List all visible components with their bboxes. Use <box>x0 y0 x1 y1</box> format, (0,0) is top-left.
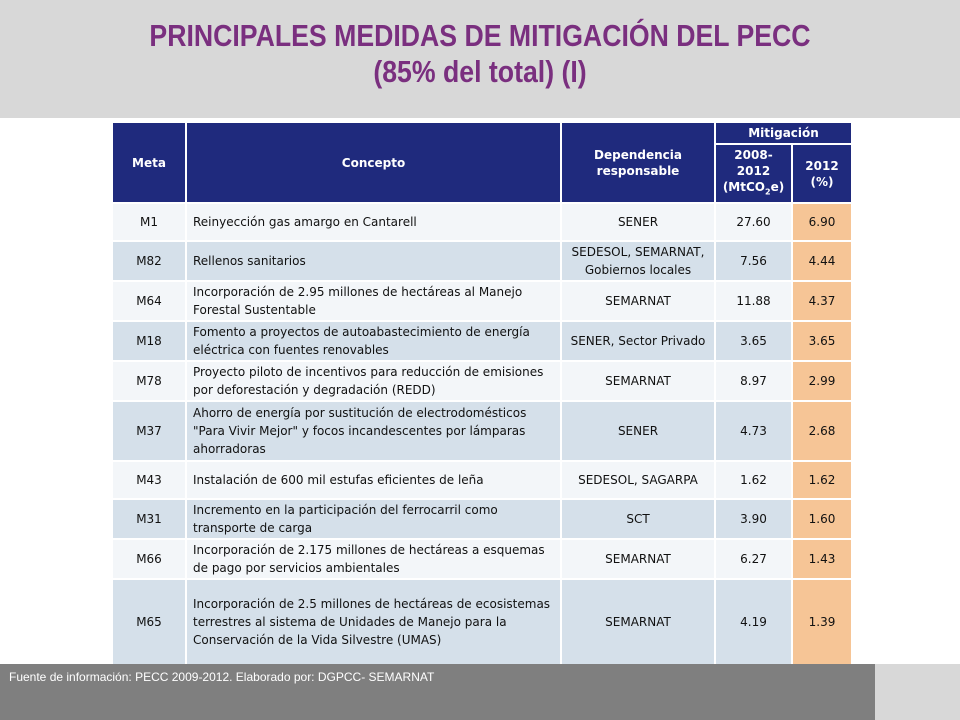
cell-meta: M18 <box>111 320 187 363</box>
table-row: M43 Instalación de 600 mil estufas efici… <box>111 460 854 501</box>
footer-bar: Fuente de información: PECC 2009-2012. E… <box>0 664 875 720</box>
header-2012-line1: 2012 <box>805 158 839 173</box>
header-mitigacion: Mitigación <box>713 121 854 145</box>
cell-mitigacion-2008-2012: 7.56 <box>714 240 793 283</box>
cell-mitigacion-2008-2012: 4.19 <box>714 578 793 667</box>
cell-mitigacion-2008-2012: 27.60 <box>714 202 793 243</box>
header-meta: Meta <box>111 120 187 205</box>
cell-mitigacion-2012-pct: 3.65 <box>790 320 854 363</box>
cell-dependencia: SEMARNAT <box>560 280 716 323</box>
cell-concepto: Incorporación de 2.175 millones de hectá… <box>185 538 562 581</box>
page-title-line2: (85% del total) (I) <box>373 54 587 89</box>
cell-concepto: Incremento en la participación del ferro… <box>185 498 562 541</box>
cell-meta: M37 <box>111 400 187 463</box>
title-band <box>0 0 960 118</box>
footer-source-text: Fuente de información: PECC 2009-2012. E… <box>9 670 435 684</box>
cell-mitigacion-2012-pct: 1.43 <box>790 538 854 581</box>
cell-mitigacion-2008-2012: 8.97 <box>714 360 793 403</box>
page-title: PRINCIPALES MEDIDAS DE MITIGACIÓN DEL PE… <box>67 18 893 90</box>
table-row: M66 Incorporación de 2.175 millones de h… <box>111 538 854 581</box>
table-row: M1 Reinyección gas amargo en Cantarell S… <box>111 202 854 243</box>
cell-dependencia: SENER, Sector Privado <box>560 320 716 363</box>
header-2012-line2: (%) <box>810 174 834 189</box>
cell-meta: M65 <box>111 578 187 667</box>
cell-concepto: Incorporación de 2.95 millones de hectár… <box>185 280 562 323</box>
cell-mitigacion-2012-pct: 4.37 <box>790 280 854 323</box>
cell-dependencia: SEDESOL, SEMARNAT, Gobiernos locales <box>560 240 716 283</box>
cell-mitigacion-2008-2012: 6.27 <box>714 538 793 581</box>
cell-meta: M43 <box>111 460 187 501</box>
cell-meta: M82 <box>111 240 187 283</box>
cell-mitigacion-2012-pct: 6.90 <box>790 202 854 243</box>
header-2008-unit-post: e) <box>770 180 785 194</box>
table-row: M18 Fomento a proyectos de autoabastecim… <box>111 320 854 363</box>
table-row: M82 Rellenos sanitarios SEDESOL, SEMARNA… <box>111 240 854 283</box>
cell-concepto: Incorporación de 2.5 millones de hectáre… <box>185 578 562 667</box>
cell-meta: M31 <box>111 498 187 541</box>
cell-mitigacion-2012-pct: 1.62 <box>790 460 854 501</box>
mitigation-table: Meta Concepto Dependencia responsable Mi… <box>111 120 854 667</box>
cell-mitigacion-2012-pct: 2.99 <box>790 360 854 403</box>
page-title-line1: PRINCIPALES MEDIDAS DE MITIGACIÓN DEL PE… <box>149 18 811 53</box>
header-2008-2012: 2008-2012 (MtCO2e) <box>714 142 793 205</box>
cell-dependencia: SEMARNAT <box>560 578 716 667</box>
mitigation-table-container: Meta Concepto Dependencia responsable Mi… <box>111 120 854 667</box>
cell-dependencia: SCT <box>560 498 716 541</box>
header-2008-line1: 2008-2012 <box>734 148 773 178</box>
table-row: M64 Incorporación de 2.95 millones de he… <box>111 280 854 323</box>
cell-concepto: Rellenos sanitarios <box>185 240 562 283</box>
cell-meta: M64 <box>111 280 187 323</box>
cell-mitigacion-2008-2012: 3.90 <box>714 498 793 541</box>
cell-meta: M66 <box>111 538 187 581</box>
cell-concepto: Instalación de 600 mil estufas eficiente… <box>185 460 562 501</box>
cell-concepto: Fomento a proyectos de autoabastecimient… <box>185 320 562 363</box>
table-row: M78 Proyecto piloto de incentivos para r… <box>111 360 854 403</box>
cell-mitigacion-2012-pct: 1.60 <box>790 498 854 541</box>
table-row: M65 Incorporación de 2.5 millones de hec… <box>111 578 854 667</box>
cell-mitigacion-2008-2012: 11.88 <box>714 280 793 323</box>
cell-concepto: Proyecto piloto de incentivos para reduc… <box>185 360 562 403</box>
cell-mitigacion-2008-2012: 4.73 <box>714 400 793 463</box>
header-2008-unit-pre: (MtCO <box>722 180 765 194</box>
cell-dependencia: SENER <box>560 202 716 243</box>
cell-dependencia: SEMARNAT <box>560 538 716 581</box>
cell-meta: M1 <box>111 202 187 243</box>
table-row: M37 Ahorro de energía por sustitución de… <box>111 400 854 463</box>
cell-mitigacion-2012-pct: 4.44 <box>790 240 854 283</box>
header-2012: 2012 (%) <box>790 142 854 205</box>
cell-dependencia: SENER <box>560 400 716 463</box>
cell-mitigacion-2008-2012: 1.62 <box>714 460 793 501</box>
cell-mitigacion-2012-pct: 1.39 <box>790 578 854 667</box>
cell-meta: M78 <box>111 360 187 403</box>
table-row: M31 Incremento en la participación del f… <box>111 498 854 541</box>
cell-mitigacion-2008-2012: 3.65 <box>714 320 793 363</box>
cell-mitigacion-2012-pct: 2.68 <box>790 400 854 463</box>
header-concepto: Concepto <box>185 120 562 205</box>
header-2008-unit-sub: 2 <box>764 187 771 197</box>
footer-side-panel <box>875 664 960 720</box>
cell-concepto: Reinyección gas amargo en Cantarell <box>185 202 562 243</box>
header-dependencia: Dependencia responsable <box>560 120 716 205</box>
cell-dependencia: SEMARNAT <box>560 360 716 403</box>
cell-concepto: Ahorro de energía por sustitución de ele… <box>185 400 562 463</box>
cell-dependencia: SEDESOL, SAGARPA <box>560 460 716 501</box>
